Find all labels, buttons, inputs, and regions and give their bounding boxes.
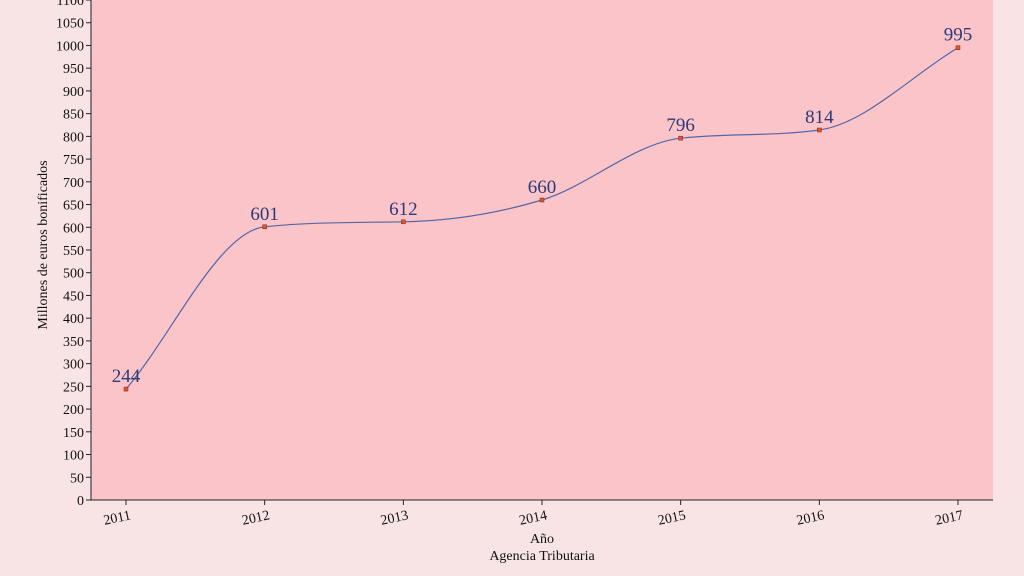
x-tick-label: 2011 — [102, 508, 132, 528]
y-tick-label: 700 — [63, 176, 84, 191]
y-tick-label: 450 — [63, 289, 84, 304]
x-axis-title: Año — [530, 532, 554, 547]
data-label: 660 — [528, 177, 557, 198]
data-point — [955, 45, 961, 50]
data-label: 796 — [666, 115, 695, 136]
x-tick-label: 2016 — [795, 508, 826, 528]
y-tick-label: 400 — [63, 312, 84, 327]
y-tick-label: 550 — [63, 244, 84, 259]
y-tick-label: 850 — [63, 108, 84, 123]
data-label: 601 — [250, 204, 279, 225]
x-axis-ticks: 2011 2012 2013 2014 2015 2016 2017 — [102, 500, 965, 529]
data-point — [262, 224, 267, 230]
y-tick-label: 800 — [63, 130, 84, 145]
y-tick-label: 1050 — [56, 17, 84, 32]
y-tick-label: 150 — [63, 426, 84, 441]
x-tick-label: 2017 — [934, 508, 965, 528]
y-tick-label: 600 — [63, 221, 84, 236]
y-tick-label: 250 — [63, 380, 84, 395]
data-point — [678, 135, 683, 141]
y-tick-label: 50 — [70, 471, 84, 486]
plot-area — [91, 0, 993, 500]
x-tick-label: 2013 — [379, 508, 410, 528]
y-tick-label: 500 — [63, 267, 84, 282]
data-point — [401, 219, 406, 225]
y-tick-label: 350 — [63, 335, 84, 350]
y-tick-label: 900 — [63, 85, 84, 100]
y-tick-label: 0 — [77, 494, 84, 509]
data-markers — [123, 45, 961, 392]
data-point — [123, 386, 129, 392]
y-tick-label: 200 — [63, 403, 84, 418]
chart-caption: Agencia Tributaria — [489, 549, 595, 564]
data-point — [817, 127, 822, 133]
data-label: 244 — [112, 366, 141, 387]
y-tick-label: 1100 — [57, 0, 84, 9]
x-tick-label: 2012 — [241, 508, 272, 528]
data-labels: 244 601 612 660 796 814 995 — [112, 25, 973, 387]
y-tick-label: 750 — [63, 153, 84, 168]
data-label: 612 — [389, 199, 418, 220]
y-tick-label: 300 — [63, 358, 84, 373]
y-axis-ticks: 0 50 100 150 200 250 300 350 400 450 500 550 600 650 7… — [56, 0, 91, 509]
data-point — [539, 197, 545, 203]
x-tick-label: 2014 — [518, 508, 549, 528]
y-axis-title: Millones de euros bonificados — [36, 160, 51, 329]
data-label: 995 — [944, 25, 973, 46]
y-tick-label: 100 — [63, 449, 84, 464]
y-tick-label: 1000 — [56, 39, 84, 54]
y-tick-label: 650 — [63, 199, 84, 214]
y-tick-label: 950 — [63, 62, 84, 77]
data-label: 814 — [805, 107, 834, 128]
x-tick-label: 2015 — [657, 508, 688, 528]
